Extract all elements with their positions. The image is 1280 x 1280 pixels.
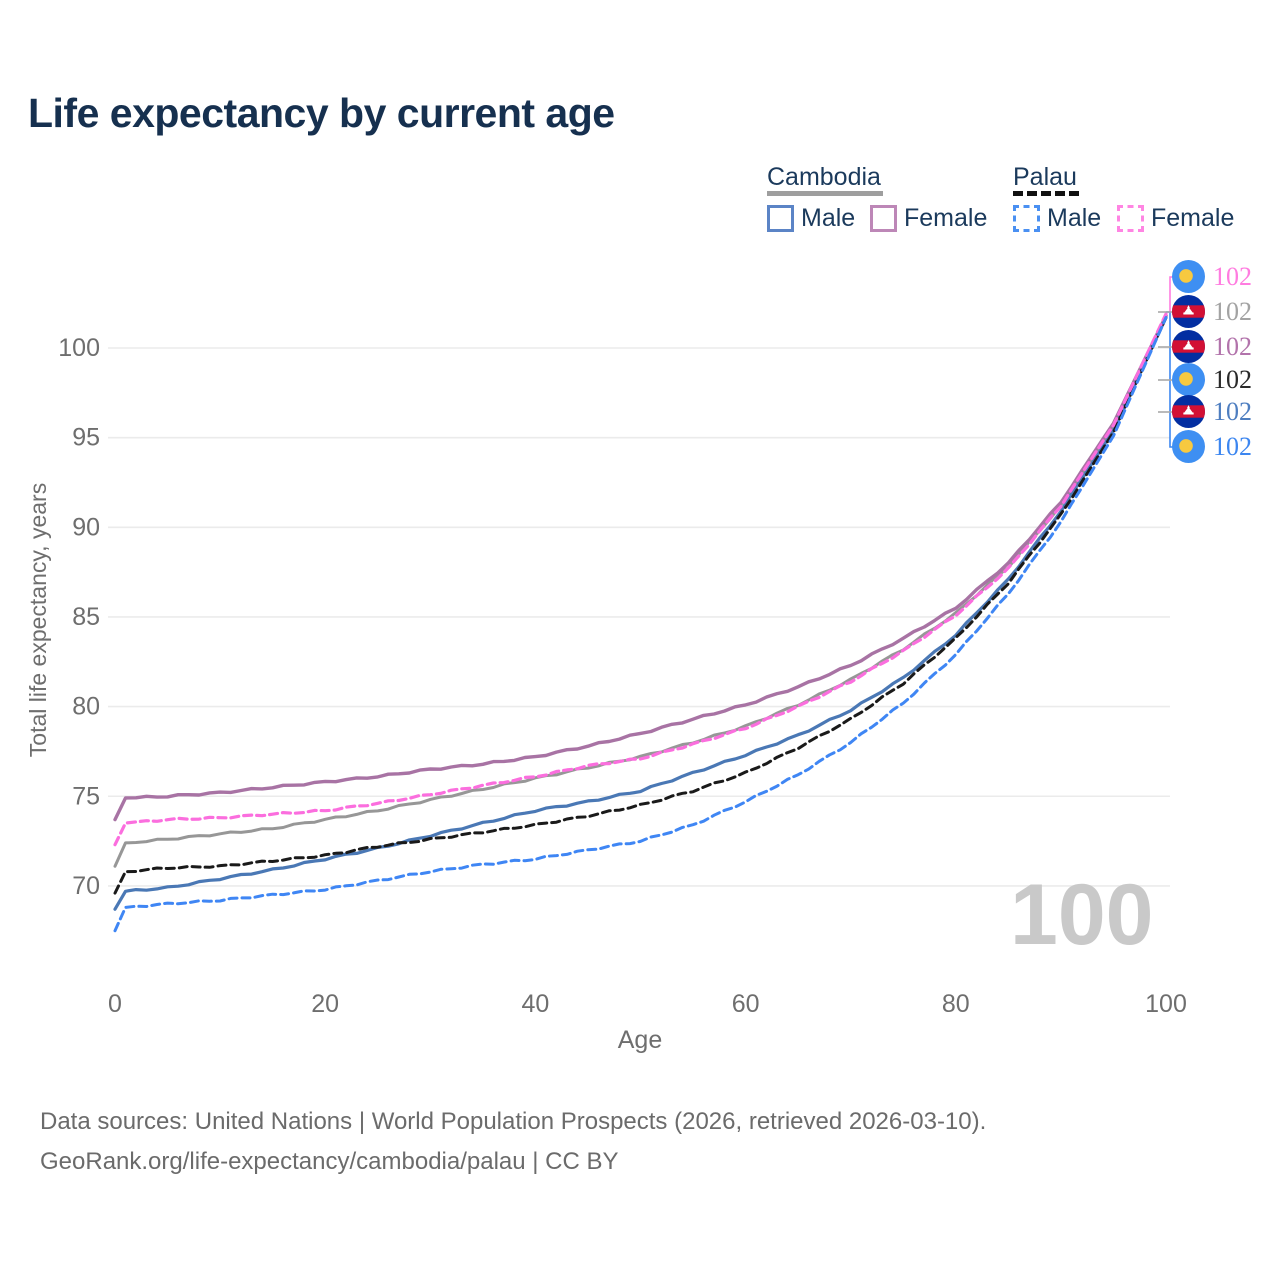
- palau-flag-icon: [1172, 363, 1205, 396]
- y-tick-label: 100: [58, 334, 100, 362]
- legend-cambodia-solid-line-sample: [767, 191, 883, 196]
- attribution-line: GeoRank.org/life-expectancy/cambodia/pal…: [40, 1148, 619, 1175]
- y-tick-label: 75: [72, 782, 100, 810]
- legend-country-palau: Palau: [1013, 163, 1077, 191]
- series-line-cambodia-male: [113, 315, 1168, 911]
- x-axis-title: Age: [618, 1026, 662, 1054]
- end-value-label: 102: [1213, 261, 1252, 291]
- x-tick-label: 60: [732, 990, 760, 1018]
- palau-female-swatch-icon: [1117, 205, 1144, 232]
- x-tick-label: 100: [1145, 990, 1187, 1018]
- series-line-palau-female: [113, 312, 1168, 847]
- cambodia-flag-icon: [1172, 330, 1205, 363]
- legend-item-palau-female: Female: [1117, 204, 1234, 233]
- data-source-line: Data sources: United Nations | World Pop…: [40, 1108, 987, 1135]
- cambodia-female-swatch-icon: [870, 205, 897, 232]
- legend-label: Male: [1047, 204, 1102, 232]
- cambodia-flag-icon: [1172, 295, 1205, 328]
- cambodia-flag-icon: [1172, 395, 1205, 428]
- x-tick-label: 80: [942, 990, 970, 1018]
- legend-country-cambodia: Cambodia: [767, 163, 881, 191]
- y-tick-label: 90: [72, 513, 100, 541]
- series-line-cambodia-female: [113, 314, 1168, 822]
- end-value-label: 102: [1213, 431, 1252, 461]
- end-label-row-cambodia-2: 102: [1172, 330, 1252, 363]
- legend-item-cambodia-male: Male: [767, 204, 855, 233]
- series-line-palau-male: [113, 316, 1168, 933]
- end-value-label: 102: [1213, 331, 1252, 361]
- y-axis-title: Total life expectancy, years: [25, 483, 51, 757]
- y-tick-label: 85: [72, 603, 100, 631]
- x-tick-label: 40: [521, 990, 549, 1018]
- end-value-label: 102: [1213, 364, 1252, 394]
- x-tick-label: 0: [108, 990, 122, 1018]
- y-tick-label: 80: [72, 693, 100, 721]
- end-label-row-cambodia-1: 102: [1172, 295, 1252, 328]
- y-tick-label: 70: [72, 872, 100, 900]
- legend-label: Female: [904, 204, 988, 232]
- end-label-row-palau-0: 102: [1172, 260, 1252, 293]
- annotation-leader-lines: [1158, 276, 1174, 448]
- legend-label: Male: [801, 204, 856, 232]
- series-line-palau-both: [113, 316, 1168, 895]
- legend-item-cambodia-female: Female: [870, 204, 987, 233]
- series-line-cambodia-both: [113, 314, 1168, 868]
- palau-flag-icon: [1172, 260, 1205, 293]
- legend-palau-dashed-line-sample: [1013, 191, 1079, 196]
- chart-title: Life expectancy by current age: [28, 90, 615, 136]
- legend-item-palau-male: Male: [1013, 204, 1101, 233]
- legend: Cambodia Palau Male Female Male Female: [0, 0, 1280, 260]
- end-value-label: 102: [1213, 296, 1252, 326]
- end-label-row-cambodia-4: 102: [1172, 395, 1252, 428]
- end-label-row-palau-3: 102: [1172, 363, 1252, 396]
- palau-flag-icon: [1172, 430, 1205, 463]
- current-age-watermark: 100: [1010, 867, 1154, 963]
- palau-male-swatch-icon: [1013, 205, 1040, 232]
- gridlines: 70 75 80 85 90 95 100 0 20 40 60 80 100 Age Total life…: [25, 334, 1187, 1054]
- x-tick-label: 20: [311, 990, 339, 1018]
- end-label-row-palau-5: 102: [1172, 430, 1252, 463]
- legend-label: Female: [1151, 204, 1235, 232]
- cambodia-male-swatch-icon: [767, 205, 794, 232]
- end-value-label: 102: [1213, 396, 1252, 426]
- y-tick-label: 95: [72, 424, 100, 452]
